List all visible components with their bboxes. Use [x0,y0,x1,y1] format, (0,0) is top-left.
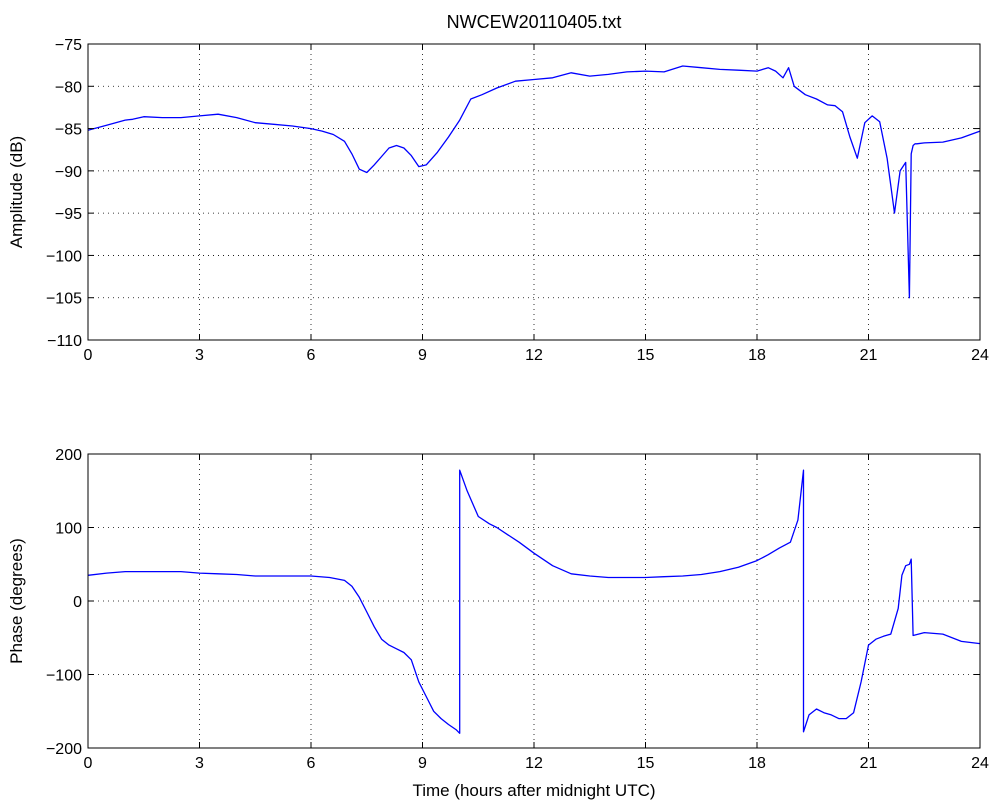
phase-y-tick-label: −100 [46,668,82,685]
figure-title: NWCEW20110405.txt [447,12,622,32]
phase-y-axis-label: Phase (degrees) [7,538,26,664]
phase-x-tick-label: 24 [971,755,989,772]
amplitude-y-tick-label: −75 [55,37,82,54]
amplitude-x-tick-label: 3 [195,347,204,364]
amplitude-x-tick-label: 24 [971,347,989,364]
phase-x-tick-label: 12 [525,755,543,772]
amplitude-y-tick-label: −105 [46,291,82,308]
phase-series-line [87,469,981,734]
amplitude-y-axis-label: Amplitude (dB) [7,136,26,248]
phase-x-tick-label: 6 [307,755,316,772]
amplitude-x-tick-label: 0 [84,347,93,364]
amplitude-ticks: 0 3 6 9 12 15 18 21 24 −110 −105 −100 −95 −90 −85 −80 −7… [46,37,989,364]
amplitude-y-tick-label: −100 [46,248,82,265]
phase-y-tick-label: 100 [55,521,82,538]
phase-x-tick-label: 21 [860,755,878,772]
amplitude-y-tick-label: −95 [55,206,82,223]
amplitude-x-tick-label: 6 [307,347,316,364]
amplitude-x-tick-label: 18 [748,347,766,364]
phase-gridlines [88,454,980,748]
phase-series [87,469,981,734]
phase-x-axis-label: Time (hours after midnight UTC) [412,781,655,800]
amplitude-y-tick-label: −85 [55,122,82,139]
phase-y-tick-label: −200 [46,741,82,758]
amplitude-plot-area [88,44,980,340]
amplitude-series [87,65,981,299]
amplitude-y-tick-label: −80 [55,79,82,96]
amplitude-y-tick-label: −110 [47,333,82,350]
amplitude-series-line [87,65,981,299]
phase-x-tick-label: 15 [637,755,655,772]
amplitude-x-tick-label: 21 [860,347,878,364]
phase-panel: 0 3 6 9 12 15 18 21 24 −200 −100 0 100 200 Phase (deg… [7,447,989,800]
amplitude-x-tick-label: 9 [418,347,427,364]
phase-x-tick-label: 0 [84,755,93,772]
amplitude-y-tick-label: −90 [55,164,82,181]
phase-x-tick-label: 18 [748,755,766,772]
phase-x-tick-label: 3 [195,755,204,772]
amplitude-x-tick-label: 12 [525,347,543,364]
phase-x-tick-label: 9 [418,755,427,772]
phase-y-tick-label: 200 [55,447,82,464]
amplitude-x-tick-label: 15 [637,347,655,364]
amplitude-gridlines [88,44,980,340]
phase-ticks: 0 3 6 9 12 15 18 21 24 −200 −100 0 100 200 [46,447,989,772]
phase-y-tick-label: 0 [73,594,82,611]
amplitude-panel: 0 3 6 9 12 15 18 21 24 −110 −105 −100 −95 −90 −85 −80 −7… [7,37,989,364]
